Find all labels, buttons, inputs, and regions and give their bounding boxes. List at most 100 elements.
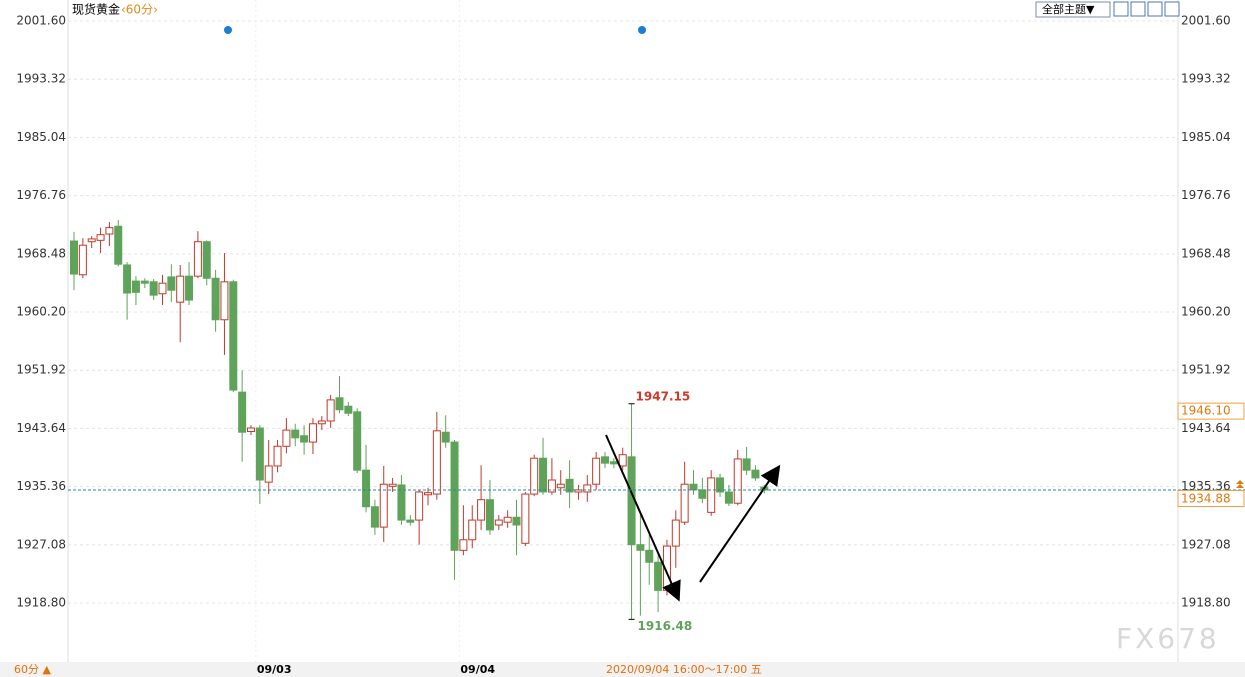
y-tick-label-right: 2001.60 xyxy=(1181,14,1231,28)
y-tick-label: 1960.20 xyxy=(16,305,66,319)
y-tick-label-right: 1943.64 xyxy=(1181,421,1231,435)
arrow-up xyxy=(699,464,781,583)
candle-body xyxy=(344,405,353,414)
candle-body xyxy=(689,483,698,491)
candle-body xyxy=(229,281,238,391)
candle-body xyxy=(645,549,654,563)
y-tick-label: 1968.48 xyxy=(16,246,66,260)
candle-body xyxy=(733,458,742,504)
candle-body xyxy=(680,483,689,523)
y-tick-label: 1985.04 xyxy=(16,130,66,144)
candle-body xyxy=(565,478,574,493)
bottom-bar xyxy=(0,662,1245,677)
candle-body xyxy=(601,456,609,464)
candle-body xyxy=(432,430,441,495)
candle-body xyxy=(96,234,105,241)
y-tick-label-right: 1985.04 xyxy=(1181,130,1231,144)
y-tick-label: 1927.08 xyxy=(16,537,66,551)
candle-body xyxy=(123,264,132,294)
candle-body xyxy=(167,276,176,291)
candle-body xyxy=(149,281,158,296)
period-label[interactable]: ‹60分› xyxy=(121,3,158,17)
candle-body xyxy=(353,411,362,471)
candle-body xyxy=(158,282,167,295)
y-tick-label-right: 1951.92 xyxy=(1181,363,1231,377)
current-price-label: 1934.88 xyxy=(1181,491,1231,505)
theme-button-box[interactable] xyxy=(1035,1,1111,18)
candle-body xyxy=(547,479,556,493)
candle-body xyxy=(388,483,397,487)
candle-body xyxy=(494,519,503,526)
y-tick-label: 1993.32 xyxy=(16,72,66,86)
event-marker[interactable] xyxy=(638,26,646,34)
candle-body xyxy=(636,544,645,551)
y-tick-label-right: 1960.20 xyxy=(1181,305,1231,319)
candle-body xyxy=(105,227,114,235)
max-label: 1947.15 xyxy=(636,389,691,403)
candle-body xyxy=(415,491,424,521)
candle-body xyxy=(202,241,211,279)
candle-body xyxy=(716,477,725,493)
candle-body xyxy=(583,484,592,493)
candle-body xyxy=(477,499,486,521)
candle-body xyxy=(654,561,663,591)
y-tick-label-right: 1976.76 xyxy=(1181,188,1231,202)
candle-body xyxy=(724,491,733,504)
candle-body xyxy=(140,280,149,284)
candle-body xyxy=(264,465,273,483)
candle-body xyxy=(308,423,317,443)
candle-body xyxy=(87,238,96,243)
theme-button[interactable]: 全部主题▼ xyxy=(1042,2,1095,16)
candle-body xyxy=(362,469,371,508)
y-tick-label-right: 1968.48 xyxy=(1181,246,1231,260)
candle-body xyxy=(282,429,291,447)
current-price-box xyxy=(1177,489,1245,507)
current-price-marker xyxy=(1236,479,1244,488)
candle-body xyxy=(70,240,78,275)
candle-body xyxy=(326,399,335,422)
candle-body xyxy=(131,280,140,293)
candle-body xyxy=(193,241,202,277)
candle-body xyxy=(450,441,459,551)
y-tick-label: 1951.92 xyxy=(16,363,66,377)
reference-price-box xyxy=(1177,402,1245,420)
y-tick-label-right: 1927.08 xyxy=(1181,537,1231,551)
candle-body xyxy=(317,420,326,425)
candle-body xyxy=(185,275,194,301)
event-marker[interactable] xyxy=(224,26,232,34)
y-tick-label-right: 1993.32 xyxy=(1181,72,1231,86)
candle-body xyxy=(539,457,548,493)
candle-body xyxy=(273,445,282,467)
candle-body xyxy=(211,277,220,321)
candle-body xyxy=(618,454,627,467)
candle-body xyxy=(176,275,185,303)
candle-body xyxy=(512,516,521,526)
candle-body xyxy=(592,457,601,485)
candle-body xyxy=(397,484,406,521)
y-tick-label: 1943.64 xyxy=(16,421,66,435)
candle-body xyxy=(300,435,309,443)
candle-body xyxy=(707,477,716,513)
candle-body xyxy=(238,391,247,433)
crosshair-time: 2020/09/04 16:00～17:00 五 xyxy=(606,663,762,676)
y-tick-label: 2001.60 xyxy=(16,14,66,28)
min-label: 1916.48 xyxy=(638,619,693,633)
arrow-down xyxy=(605,434,681,602)
toolbar-icons[interactable] xyxy=(1113,1,1180,17)
candle-body xyxy=(556,483,565,489)
candle-body xyxy=(485,499,494,531)
y-tick-label: 1935.36 xyxy=(16,479,66,493)
candle-body xyxy=(335,397,344,411)
x-tick-label: 09/03 xyxy=(257,663,292,676)
interval-button[interactable]: 60分 ▲ xyxy=(14,663,51,676)
candle-body xyxy=(424,492,432,496)
candle-body xyxy=(370,506,379,528)
candle-body xyxy=(406,519,415,523)
candle-body xyxy=(441,431,450,443)
candle-body xyxy=(291,429,300,439)
candle-body xyxy=(379,483,388,528)
candle-body xyxy=(78,244,87,276)
reference-price-label: 1946.10 xyxy=(1181,404,1231,418)
